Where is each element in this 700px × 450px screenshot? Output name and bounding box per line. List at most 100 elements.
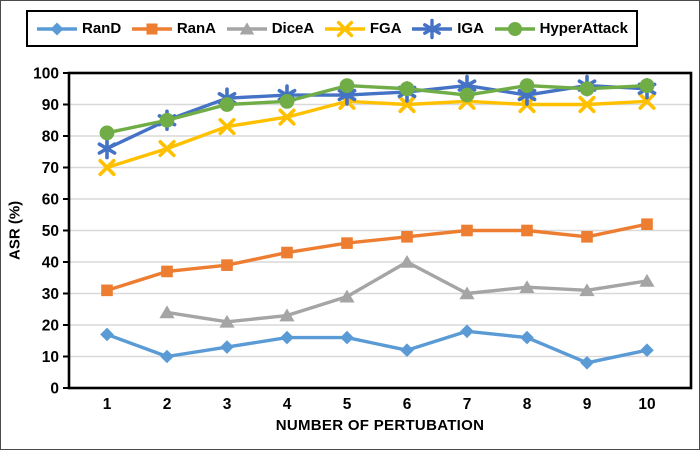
x-tick-label: 1: [103, 396, 112, 413]
data-point-marker: [160, 349, 174, 364]
data-point-marker: [239, 21, 254, 35]
series-line: [106, 99, 648, 170]
legend-label: IGA: [457, 20, 484, 37]
data-point-marker: [101, 284, 113, 297]
y-tick-label: 10: [42, 349, 59, 366]
data-point-marker: [641, 218, 653, 230]
data-point-marker: [340, 330, 354, 345]
data-point-marker: [639, 78, 655, 93]
data-point-marker: [279, 93, 295, 109]
data-point-marker: [339, 78, 355, 93]
data-point-marker: [398, 95, 416, 114]
asterisk-marker-icon: [412, 18, 453, 39]
data-point-marker: [459, 87, 475, 103]
legend-item-DiceA: DiceA: [226, 17, 315, 41]
circle-marker-icon: [494, 21, 535, 36]
data-point-marker: [99, 125, 115, 141]
y-tick-label: 20: [42, 318, 59, 335]
data-point-marker: [146, 22, 158, 35]
series-line: [166, 260, 648, 324]
y-tick-label: 0: [50, 381, 59, 398]
data-point-marker: [100, 327, 114, 342]
series-HyperAttack: [99, 78, 655, 141]
series-line: [106, 83, 648, 135]
legend-item-IGA: IGA: [411, 17, 484, 41]
data-point-marker: [219, 314, 235, 328]
square-marker-icon: [131, 22, 172, 35]
data-point-marker: [98, 158, 116, 177]
data-point-marker: [219, 97, 235, 112]
data-point-marker: [221, 259, 233, 271]
data-point-marker: [161, 265, 173, 278]
legend-item-RanA: RanA: [131, 17, 216, 41]
x-tick-label: 4: [283, 396, 292, 413]
data-point-marker: [579, 81, 595, 97]
y-tick-label: 30: [42, 286, 59, 303]
data-point-marker: [281, 246, 293, 259]
x-tick-label: 8: [523, 396, 532, 413]
series-FGA: [98, 92, 656, 177]
series-DiceA: [159, 255, 655, 328]
legend-label: HyperAttack: [539, 20, 628, 37]
data-point-marker: [278, 108, 296, 126]
data-point-marker: [580, 356, 594, 370]
y-tick-label: 90: [42, 97, 59, 114]
chart-legend: RanD RanA DiceA FGA IGA HyperAttack: [26, 10, 638, 47]
data-point-marker: [520, 330, 534, 345]
series-line: [106, 329, 648, 365]
legend-item-HyperAttack: HyperAttack: [494, 17, 628, 41]
data-point-marker: [640, 343, 654, 357]
data-point-marker: [159, 112, 175, 128]
data-point-marker: [50, 22, 64, 35]
data-point-marker: [423, 18, 442, 39]
data-point-marker: [399, 255, 415, 268]
x-tick-label: 7: [463, 396, 472, 413]
data-point-marker: [638, 92, 656, 110]
data-point-marker: [521, 224, 533, 237]
x-tick-label: 5: [343, 396, 352, 413]
data-point-marker: [400, 343, 414, 357]
legend-label: RanD: [82, 20, 122, 37]
data-point-marker: [639, 273, 655, 287]
series-line: [106, 83, 648, 151]
data-point-marker: [279, 308, 295, 322]
x-tick-label: 6: [403, 396, 412, 413]
data-point-marker: [578, 95, 596, 114]
diamond-marker-icon: [37, 22, 77, 35]
data-point-marker: [460, 324, 474, 339]
legend-label: FGA: [369, 20, 402, 37]
y-tick-label: 100: [33, 66, 59, 83]
plot-border: [67, 71, 693, 390]
data-point-marker: [461, 224, 473, 237]
data-point-marker: [159, 305, 175, 319]
data-point-marker: [401, 231, 413, 243]
triangle-marker-icon: [226, 21, 267, 35]
x-marker-icon: [324, 20, 365, 37]
y-tick-label: 50: [42, 223, 59, 240]
data-point-marker: [581, 231, 593, 243]
legend-label: DiceA: [271, 20, 315, 37]
series-RanD: [100, 324, 654, 370]
data-point-marker: [399, 81, 415, 97]
data-point-marker: [519, 78, 535, 93]
x-tick-label: 2: [163, 396, 172, 413]
x-axis-title: NUMBER OF PERTUBATION: [275, 417, 485, 434]
data-point-marker: [341, 237, 353, 249]
data-point-marker: [336, 20, 354, 37]
series-line: [106, 222, 648, 292]
x-tick-label: 10: [638, 396, 655, 413]
data-point-marker: [579, 283, 595, 297]
data-point-marker: [459, 286, 475, 300]
y-tick-label: 70: [42, 160, 59, 177]
y-tick-label: 40: [42, 255, 59, 272]
series-RanA: [101, 218, 653, 297]
data-point-marker: [218, 117, 236, 136]
data-point-marker: [519, 280, 535, 293]
y-tick-label: 60: [42, 192, 59, 209]
data-point-marker: [280, 330, 294, 345]
data-point-marker: [339, 289, 355, 303]
data-point-marker: [97, 137, 117, 160]
data-point-marker: [220, 340, 234, 354]
